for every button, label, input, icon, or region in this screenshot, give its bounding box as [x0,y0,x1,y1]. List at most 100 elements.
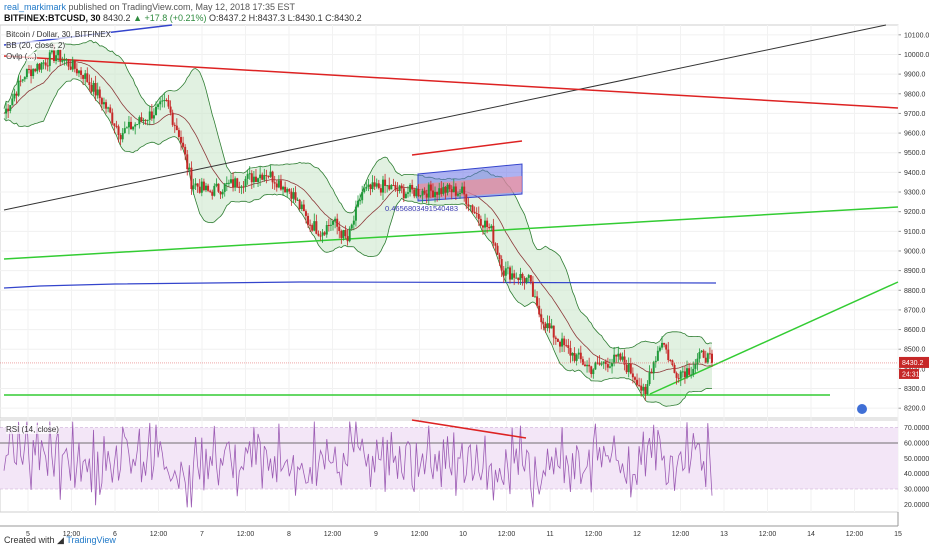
candle-body [36,63,39,72]
current-price-tag [899,356,929,368]
candle-body [467,204,470,207]
time-tick-label: 12 [633,531,641,538]
candle-body [100,98,103,105]
candle-body [454,186,457,196]
price-tick-label: 9700.0 [904,111,926,118]
candle-body [11,98,14,106]
candle-body [423,190,426,194]
candle-body [88,82,91,86]
candle-body [556,338,559,342]
candle-body [150,111,153,119]
candle-body [242,186,245,188]
candle-body [611,362,614,367]
candle-body [90,85,93,92]
legend-bb[interactable]: BB (20, close, 2) [6,41,66,50]
time-tick-label: 12:00 [150,531,168,538]
candle-body [517,277,520,281]
candle-body [688,368,691,375]
candle-body [623,356,626,365]
time-tick-label: 12:00 [672,531,690,538]
candle-body [669,360,672,362]
candle-body [629,363,632,374]
candle-body [542,322,545,324]
time-tick-label: 5 [26,531,30,538]
candle-body [57,49,60,56]
time-tick-label: 7 [200,531,204,538]
footer-brand[interactable]: TradingView [66,535,116,545]
candle-body [652,362,655,374]
candle-body [708,353,711,355]
candle-body [677,377,680,379]
candle-body [586,364,589,367]
candle-body [282,186,285,190]
candle-body [686,368,689,378]
candle-body [379,188,382,193]
candle-body [30,69,33,77]
candle-body [111,112,114,124]
candle-body [384,179,387,186]
candle-body [271,171,274,183]
price-tick-label: 9100.0 [904,229,926,236]
candle-body [73,59,76,69]
candle-body [211,191,214,196]
candle-body [177,130,180,137]
candle-body [509,267,512,280]
candle-body [7,108,10,111]
candle-body [188,167,191,170]
author-link[interactable]: real_markimark [4,2,67,12]
time-tick-label: 12:00 [237,531,255,538]
candle-body [138,117,141,125]
legend-rsi[interactable]: RSI (14, close) [6,425,59,434]
candle-body [102,102,105,105]
candle-body [461,186,464,193]
candle-body [627,363,630,373]
candle-body [21,79,24,81]
candle-body [631,373,634,378]
candle-body [706,353,709,363]
candle-body [229,179,232,183]
candle-body [661,342,664,348]
candle-body [477,213,480,219]
candle-body [456,193,459,196]
candle-body [165,100,168,102]
candle-body [492,225,495,244]
last-price: 8430.2 [103,13,131,23]
candle-body [561,338,564,347]
candle-body [292,192,295,199]
legend-title[interactable]: Bitcoin / Dollar, 30, BITFINEX [6,30,111,39]
candle-body [55,55,58,62]
candle-body [698,352,701,359]
rsi-tick-label: 70.0000 [904,425,929,432]
candle-body [375,183,378,187]
price-tick-label: 8900.0 [904,268,926,275]
candle-body [515,277,518,279]
symbol-line: BITFINEX:BTCUSD, 30 8430.2 ▲ +17.8 (+0.2… [4,13,362,23]
candle-body [498,254,501,260]
candle-body [642,386,645,391]
price-tick-label: 8200.0 [904,406,926,413]
candle-body [246,174,249,179]
candle-body [381,179,384,193]
candle-body [298,199,301,209]
candle-body [529,275,532,282]
candle-body [527,275,530,278]
candle-body [619,353,622,360]
fib-annotation-label: 0.4656803491540483 [385,204,458,213]
candle-body [683,371,686,378]
price-tick-label: 10100.0 [904,32,929,39]
candle-body [167,100,170,107]
candle-body [146,119,149,121]
legend-ovlp[interactable]: Ovlp (...) [6,52,37,61]
candle-body [217,183,220,192]
candle-body [59,49,62,62]
candle-body [161,100,164,102]
candle-body [275,183,278,188]
candle-body [546,323,549,329]
candle-body [50,50,53,53]
candle-body [583,364,586,367]
candle-body [550,325,553,329]
candle-body [473,211,476,214]
candle-body [602,361,605,364]
candle-body [38,63,41,70]
candle-body [679,371,682,379]
